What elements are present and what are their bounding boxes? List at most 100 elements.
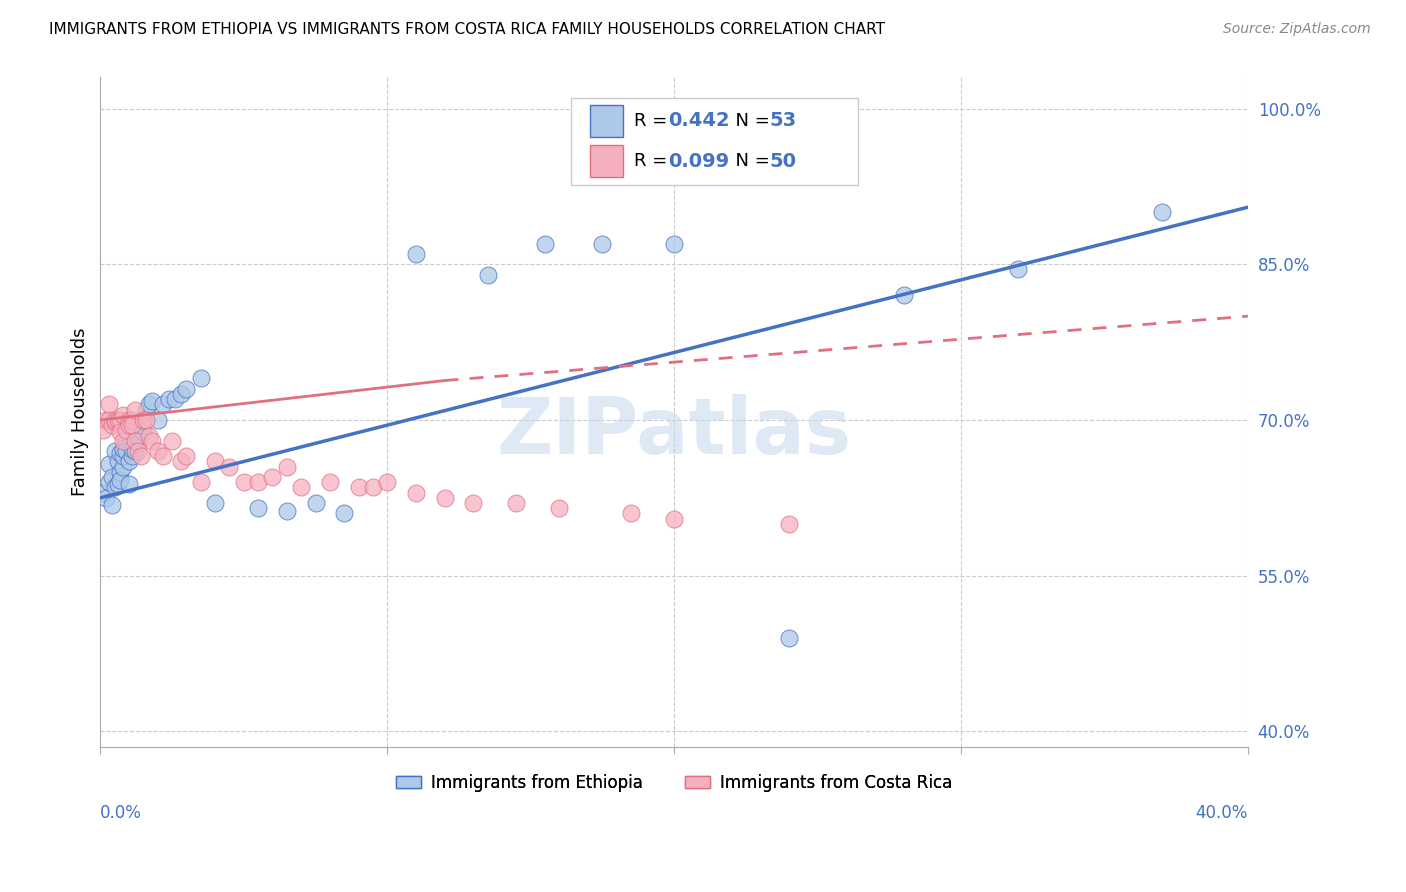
Point: [190, 371, 212, 385]
Point: [135, 402, 157, 417]
Point: [463, 496, 485, 510]
Point: [124, 434, 146, 448]
Point: [112, 450, 135, 464]
Point: [97, 397, 120, 411]
Point: [124, 402, 146, 417]
Point: [107, 477, 129, 491]
FancyBboxPatch shape: [591, 145, 623, 178]
Text: R =: R =: [634, 153, 673, 170]
Point: [141, 394, 163, 409]
Point: [118, 418, 141, 433]
Point: [97, 457, 120, 471]
Point: [107, 413, 129, 427]
Point: [107, 454, 129, 468]
Point: [176, 450, 198, 464]
Point: [152, 397, 174, 411]
Point: [118, 477, 141, 491]
Text: 40.0%: 40.0%: [1195, 804, 1249, 822]
Point: [127, 428, 149, 442]
Point: [118, 454, 141, 468]
Point: [319, 475, 342, 490]
Point: [115, 423, 138, 437]
Point: [778, 516, 800, 531]
Text: R =: R =: [634, 112, 673, 130]
Point: [534, 236, 557, 251]
Point: [97, 413, 120, 427]
Point: [138, 397, 160, 411]
Point: [247, 475, 270, 490]
Point: [433, 491, 456, 505]
Point: [104, 444, 127, 458]
Point: [141, 434, 163, 448]
Point: [620, 507, 643, 521]
Point: [132, 413, 155, 427]
FancyBboxPatch shape: [571, 97, 858, 185]
Point: [1150, 205, 1173, 219]
Point: [662, 511, 685, 525]
Point: [121, 418, 143, 433]
Point: [505, 496, 527, 510]
Point: [112, 408, 135, 422]
Text: N =: N =: [724, 112, 775, 130]
Point: [893, 288, 915, 302]
Point: [112, 442, 135, 456]
Point: [591, 236, 613, 251]
Point: [477, 268, 499, 282]
Point: [405, 247, 427, 261]
Point: [163, 392, 186, 407]
Point: [101, 418, 124, 433]
Point: [157, 392, 180, 407]
Point: [94, 491, 117, 505]
Point: [276, 504, 298, 518]
Point: [218, 459, 240, 474]
Text: ZIPatlas: ZIPatlas: [496, 394, 852, 470]
Text: IMMIGRANTS FROM ETHIOPIA VS IMMIGRANTS FROM COSTA RICA FAMILY HOUSEHOLDS CORRELA: IMMIGRANTS FROM ETHIOPIA VS IMMIGRANTS F…: [49, 22, 886, 37]
Point: [347, 480, 370, 494]
Point: [97, 475, 120, 490]
Point: [405, 485, 427, 500]
Point: [121, 450, 143, 464]
Point: [91, 485, 114, 500]
Point: [152, 450, 174, 464]
Text: Source: ZipAtlas.com: Source: ZipAtlas.com: [1223, 22, 1371, 37]
Point: [190, 475, 212, 490]
Point: [204, 496, 226, 510]
Legend: Immigrants from Ethiopia, Immigrants from Costa Rica: Immigrants from Ethiopia, Immigrants fro…: [389, 767, 959, 799]
Point: [104, 480, 127, 494]
Point: [127, 444, 149, 458]
Point: [91, 423, 114, 437]
Point: [115, 434, 138, 448]
Point: [1007, 262, 1029, 277]
Text: 50: 50: [769, 152, 796, 170]
Point: [132, 425, 155, 440]
Point: [247, 501, 270, 516]
Point: [127, 435, 149, 450]
Text: N =: N =: [724, 153, 775, 170]
Point: [104, 415, 127, 429]
Point: [121, 413, 143, 427]
FancyBboxPatch shape: [591, 105, 623, 137]
Point: [176, 382, 198, 396]
Text: 0.099: 0.099: [668, 152, 730, 170]
Point: [662, 236, 685, 251]
Point: [124, 444, 146, 458]
Point: [112, 434, 135, 448]
Point: [170, 454, 193, 468]
Point: [101, 470, 124, 484]
Point: [333, 507, 356, 521]
Point: [146, 413, 169, 427]
Point: [160, 434, 183, 448]
Point: [262, 470, 284, 484]
Point: [129, 418, 152, 433]
Point: [124, 434, 146, 448]
Point: [138, 428, 160, 442]
Point: [135, 413, 157, 427]
Point: [146, 444, 169, 458]
Point: [129, 450, 152, 464]
Point: [110, 446, 132, 460]
Point: [110, 425, 132, 440]
Text: 0.442: 0.442: [668, 112, 730, 130]
Text: 53: 53: [769, 112, 797, 130]
Point: [121, 442, 143, 456]
Point: [204, 454, 226, 468]
